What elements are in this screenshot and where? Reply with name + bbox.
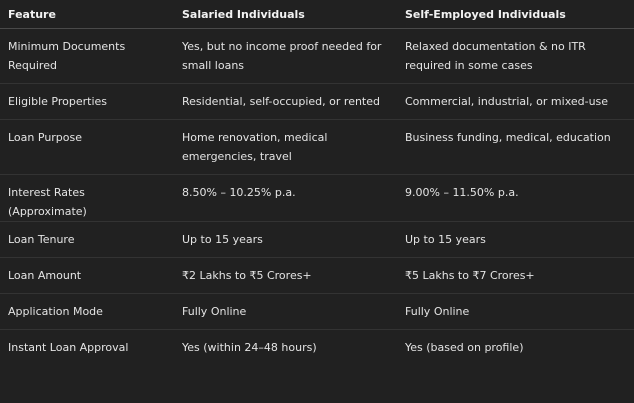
feature-cell: Interest Rates (Approximate): [0, 174, 174, 222]
feature-cell: Loan Tenure: [0, 221, 174, 258]
table-row: Minimum Documents Required Yes, but no i…: [0, 28, 634, 84]
feature-cell: Minimum Documents Required: [0, 28, 174, 84]
feature-cell: Loan Purpose: [0, 119, 174, 175]
feature-cell: Application Mode: [0, 293, 174, 330]
self-employed-cell: Yes (based on profile): [405, 341, 524, 354]
header-self-employed: Self-Employed Individuals: [397, 0, 634, 29]
feature-cell: Eligible Properties: [0, 83, 174, 120]
table-row: Eligible Properties Residential, self-oc…: [0, 83, 634, 120]
salaried-cell: 8.50% – 10.25% p.a.: [174, 174, 397, 222]
salaried-cell: Yes, but no income proof needed for smal…: [174, 28, 397, 84]
salaried-cell: Fully Online: [174, 293, 397, 330]
table-row: Application Mode Fully Online Fully Onli…: [0, 293, 634, 330]
table-row: Interest Rates (Approximate) 8.50% – 10.…: [0, 174, 634, 222]
feature-cell: Loan Amount: [0, 257, 174, 294]
table-row: Instant Loan Approval Yes (within 24–48 …: [0, 330, 634, 366]
salaried-cell: Yes (within 24–48 hours): [182, 341, 317, 354]
table-row: Loan Amount ₹2 Lakhs to ₹5 Crores+ ₹5 La…: [0, 257, 634, 294]
salaried-cell: Home renovation, medical emergencies, tr…: [174, 119, 397, 175]
salaried-cell: Up to 15 years: [174, 221, 397, 258]
table-row: Loan Tenure Up to 15 years Up to 15 year…: [0, 221, 634, 258]
table-row: Loan Purpose Home renovation, medical em…: [0, 119, 634, 175]
self-employed-cell: 9.00% – 11.50% p.a.: [397, 174, 634, 222]
table-header-row: Feature Salaried Individuals Self-Employ…: [0, 0, 634, 29]
header-feature: Feature: [0, 0, 174, 29]
self-employed-cell: Fully Online: [397, 293, 634, 330]
salaried-cell: ₹2 Lakhs to ₹5 Crores+: [174, 257, 397, 294]
self-employed-cell: Business funding, medical, education: [397, 119, 634, 175]
feature-cell: Instant Loan Approval: [8, 341, 129, 354]
self-employed-cell: Up to 15 years: [397, 221, 634, 258]
header-salaried: Salaried Individuals: [174, 0, 397, 29]
comparison-table: Feature Salaried Individuals Self-Employ…: [0, 0, 634, 366]
self-employed-cell: Commercial, industrial, or mixed-use: [397, 83, 634, 120]
self-employed-cell: Relaxed documentation & no ITR required …: [397, 28, 634, 84]
comparison-table-container: Feature Salaried Individuals Self-Employ…: [0, 0, 634, 366]
self-employed-cell: ₹5 Lakhs to ₹7 Crores+: [397, 257, 634, 294]
salaried-cell: Residential, self-occupied, or rented: [174, 83, 397, 120]
